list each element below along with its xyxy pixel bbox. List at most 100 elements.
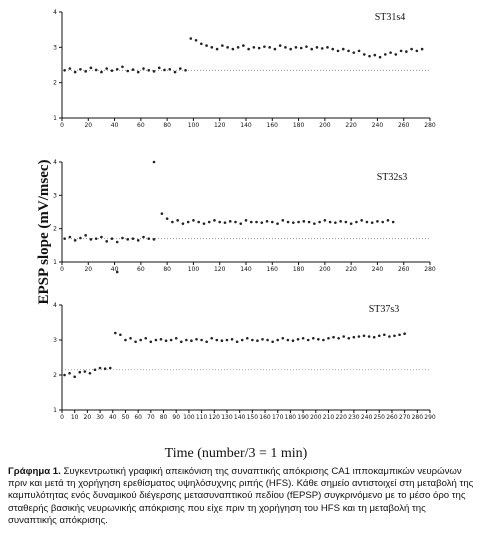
point xyxy=(349,222,353,225)
x-tick-label: 0 xyxy=(60,122,64,129)
x-tick-label: 110 xyxy=(196,414,208,421)
point xyxy=(391,220,395,224)
x-tick-label: 80 xyxy=(163,266,171,273)
point xyxy=(381,220,384,224)
point xyxy=(174,336,178,340)
point xyxy=(200,42,203,46)
x-tick-label: 270 xyxy=(399,414,411,421)
point xyxy=(320,47,324,50)
point xyxy=(157,66,161,70)
point xyxy=(160,212,164,215)
point xyxy=(273,47,277,51)
point xyxy=(336,49,340,53)
x-tick-label: 70 xyxy=(147,414,155,421)
point xyxy=(317,338,320,341)
y-tick-label: 1 xyxy=(53,259,57,266)
point xyxy=(276,222,279,225)
x-tick-label: 100 xyxy=(188,122,200,129)
x-tick-label: 90 xyxy=(172,414,180,421)
point xyxy=(315,46,319,49)
point xyxy=(362,334,366,338)
point xyxy=(284,46,287,49)
point xyxy=(230,338,234,341)
point xyxy=(245,336,249,340)
point xyxy=(147,237,151,240)
point xyxy=(215,338,219,342)
point xyxy=(121,236,124,240)
point xyxy=(139,338,142,342)
point xyxy=(68,371,71,375)
point xyxy=(84,70,87,73)
x-tick-label: 140 xyxy=(240,266,252,273)
point xyxy=(152,238,156,241)
x-tick-label: 20 xyxy=(84,414,92,421)
y-tick-label: 2 xyxy=(53,372,57,379)
point xyxy=(195,338,198,341)
point xyxy=(362,53,366,56)
point xyxy=(403,332,406,336)
point xyxy=(410,47,413,51)
point xyxy=(281,219,285,222)
point xyxy=(119,333,122,337)
point xyxy=(113,331,117,335)
point xyxy=(383,333,386,337)
point xyxy=(152,160,156,164)
point xyxy=(276,338,280,342)
point xyxy=(63,373,66,377)
point xyxy=(152,70,156,73)
point xyxy=(256,339,259,343)
chart-label: ST31s4 xyxy=(375,12,406,23)
point xyxy=(226,46,229,49)
point xyxy=(302,220,306,223)
x-tick-label: 160 xyxy=(267,122,279,129)
point xyxy=(231,47,235,51)
point xyxy=(144,336,148,340)
point xyxy=(168,67,172,71)
point xyxy=(171,220,174,224)
caption-label: Γράφημα 1. xyxy=(8,466,61,477)
point xyxy=(307,220,311,224)
point xyxy=(73,375,76,379)
x-tick-label: 150 xyxy=(247,414,259,421)
x-tick-label: 0 xyxy=(60,266,64,273)
point xyxy=(202,222,206,225)
y-tick-label: 3 xyxy=(53,44,57,51)
point xyxy=(89,238,93,241)
x-tick-label: 180 xyxy=(293,266,305,273)
point xyxy=(286,220,290,224)
point xyxy=(220,339,224,343)
chart-label: ST32s3 xyxy=(377,172,408,183)
point xyxy=(100,235,103,239)
x-tick-label: 200 xyxy=(319,122,331,129)
point xyxy=(352,335,356,339)
point xyxy=(376,220,379,223)
x-tick-label: 250 xyxy=(374,414,386,421)
point xyxy=(322,338,325,342)
point xyxy=(257,46,261,50)
point xyxy=(367,335,371,338)
point xyxy=(185,338,188,342)
point xyxy=(384,53,387,56)
point xyxy=(218,220,222,224)
x-tick-label: 260 xyxy=(398,122,410,129)
point xyxy=(365,220,369,224)
x-tick-label: 100 xyxy=(183,414,195,421)
point xyxy=(292,221,295,224)
point xyxy=(78,370,82,374)
point xyxy=(265,220,269,223)
x-tick-label: 200 xyxy=(319,266,331,273)
point xyxy=(240,338,244,342)
point xyxy=(197,220,200,224)
point xyxy=(310,47,314,51)
point xyxy=(299,46,303,50)
point xyxy=(228,220,232,223)
point xyxy=(98,366,102,370)
point xyxy=(163,68,166,72)
point xyxy=(378,55,382,59)
y-tick-label: 2 xyxy=(53,80,57,87)
point xyxy=(271,340,274,344)
x-tick-label: 260 xyxy=(386,414,398,421)
x-tick-label: 80 xyxy=(163,122,171,129)
point xyxy=(142,67,145,70)
point xyxy=(266,338,269,342)
